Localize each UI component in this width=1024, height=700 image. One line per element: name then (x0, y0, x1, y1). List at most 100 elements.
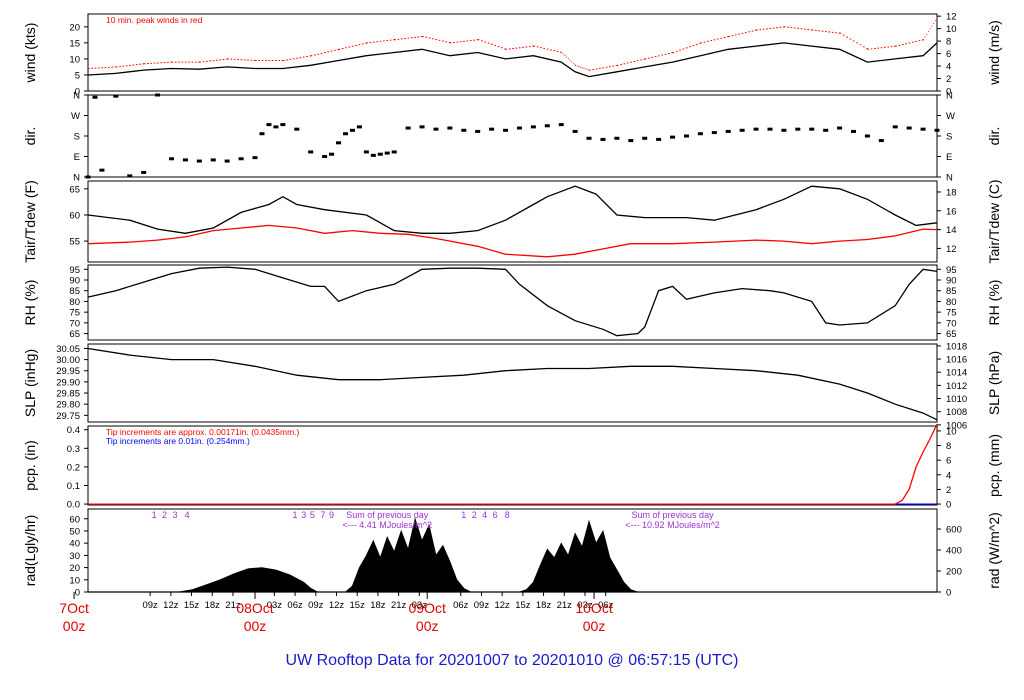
slp-tick-label: 30.00 (56, 355, 80, 366)
rad-annotation-value: <--- 4.41 MJoules/m^2 (342, 520, 432, 530)
dir-point (781, 128, 787, 132)
dir-point (252, 156, 258, 160)
rh-ylabel: RH (%) (22, 280, 38, 326)
rh-y2-tick-label: 65 (946, 329, 957, 340)
pcp-y2-tick-label: 6 (946, 456, 951, 467)
dir-point (85, 175, 91, 179)
rad-hour-mark: 2 (472, 510, 477, 520)
dir-point (356, 125, 362, 129)
rad-y-tick-label: 40 (69, 539, 80, 550)
date-tick-time: 00z (583, 618, 606, 634)
x-tick-label: 21z (225, 600, 241, 611)
wind-y-ticks: 0 5 10 15 20 (69, 22, 88, 98)
rh-y-tick-label: 85 (69, 286, 80, 297)
slp-y2-tick-label: 1016 (946, 355, 967, 366)
dir-point (475, 129, 481, 133)
pcp-tick-label: 0.4 (67, 425, 80, 436)
dew-line (87, 224, 938, 258)
dir-point (586, 136, 592, 140)
slp-tick-label: 29.90 (56, 377, 80, 388)
rh-y-tick-label: 75 (69, 308, 80, 319)
dir-point (99, 168, 105, 172)
dir-point (711, 131, 717, 135)
rh-y-tick-label: 95 (69, 265, 80, 276)
pcp-tick-label: 0.3 (67, 444, 80, 455)
dir-point (294, 127, 300, 131)
rad-hour-mark: 8 (505, 510, 510, 520)
pcp-y2-ticks: 0 2 4 6 8 10 (937, 426, 957, 511)
x-tick-label: 06z (453, 600, 469, 611)
dir-point (906, 126, 912, 130)
temp-y-tick-label: 65 (69, 184, 80, 195)
x-tick-label: 18z (370, 600, 386, 611)
rh-y2-tick-label: 85 (946, 286, 957, 297)
dir-point (329, 152, 335, 156)
dir-point (141, 170, 147, 174)
dir-point (224, 159, 230, 163)
rad-hour-mark: 6 (493, 510, 498, 520)
dir-point (391, 150, 397, 154)
wind-y2label: wind (m/s) (986, 20, 1002, 86)
wind-y-tick-label: 20 (69, 22, 80, 33)
x-tick-label: 15z (515, 600, 531, 611)
dir-point (642, 136, 648, 140)
temp-y2label: Tair/Tdew (C) (986, 179, 1002, 263)
temp-y2-tick-label: 18 (946, 187, 957, 198)
rh-y2-tick-label: 80 (946, 297, 957, 308)
rad-y-tick-label: 10 (69, 575, 80, 586)
dir-point (683, 134, 689, 138)
dir-tick-label: S (74, 132, 80, 143)
rad-hour-mark: 7 (320, 510, 325, 520)
pcp-panel-frame (87, 425, 938, 506)
rh-y-tick-label: 65 (69, 329, 80, 340)
slp-y2-tick-label: 1018 (946, 341, 967, 352)
dir-y2label: dir. (986, 127, 1002, 146)
rh-line (87, 266, 938, 337)
dir-point (377, 152, 383, 156)
dir-point (210, 158, 216, 162)
rad-y-tick-label: 20 (69, 563, 80, 574)
dir-point (503, 128, 509, 132)
x-axis: 09z 12z 15z 18z 21z 03z 06z 09z 12z 15z 18z 21z 03z 0… (59, 592, 614, 634)
temp-y2-tick-label: 16 (946, 206, 957, 217)
dir-point (238, 157, 244, 161)
rad-hour-mark: 1 (293, 510, 298, 520)
rad-hour-mark: 5 (310, 510, 315, 520)
slp-y2-tick-label: 1010 (946, 394, 967, 405)
dir-point (934, 128, 940, 132)
dir-point (266, 123, 272, 127)
x-tick-label: 06z (598, 600, 614, 611)
slp-tick-label: 29.75 (56, 411, 80, 422)
rad-y-tick-label: 30 (69, 551, 80, 562)
rad-hour-mark: 3 (301, 510, 306, 520)
rad-hour-mark: 1 (461, 510, 466, 520)
slp-tick-label: 29.80 (56, 400, 80, 411)
dir-tick-label: W (71, 111, 80, 122)
dir-point (342, 132, 348, 136)
rad-annotation-label: Sum of previous day (346, 510, 429, 520)
rad-hour-mark: 3 (172, 510, 177, 520)
date-tick-day: 08Oct (236, 600, 273, 616)
dir-point (697, 132, 703, 136)
wind-y-tick-label: 5 (75, 70, 80, 81)
dir-tick-label: W (946, 111, 955, 122)
dir-point (795, 127, 801, 131)
rh-y2-tick-label: 70 (946, 318, 957, 329)
wind-mean-line (87, 42, 938, 78)
wind-y-tick-label: 0 (75, 87, 80, 98)
slp-tick-label: 29.95 (56, 366, 80, 377)
dir-point (155, 93, 161, 97)
pcp-note-blue: Tip increments are 0.01in. (0.254mm.) (106, 436, 250, 446)
dir-point (489, 127, 495, 131)
rad-annotation-value: <--- 10.92 MJoules/m^2 (625, 520, 720, 530)
wind-y-tick-label: 15 (69, 38, 80, 49)
slp-tick-label: 29.85 (56, 389, 80, 400)
date-tick-day: 7Oct (59, 600, 89, 616)
dir-point (336, 141, 342, 145)
dir-point (405, 126, 411, 130)
dir-point (433, 127, 439, 131)
